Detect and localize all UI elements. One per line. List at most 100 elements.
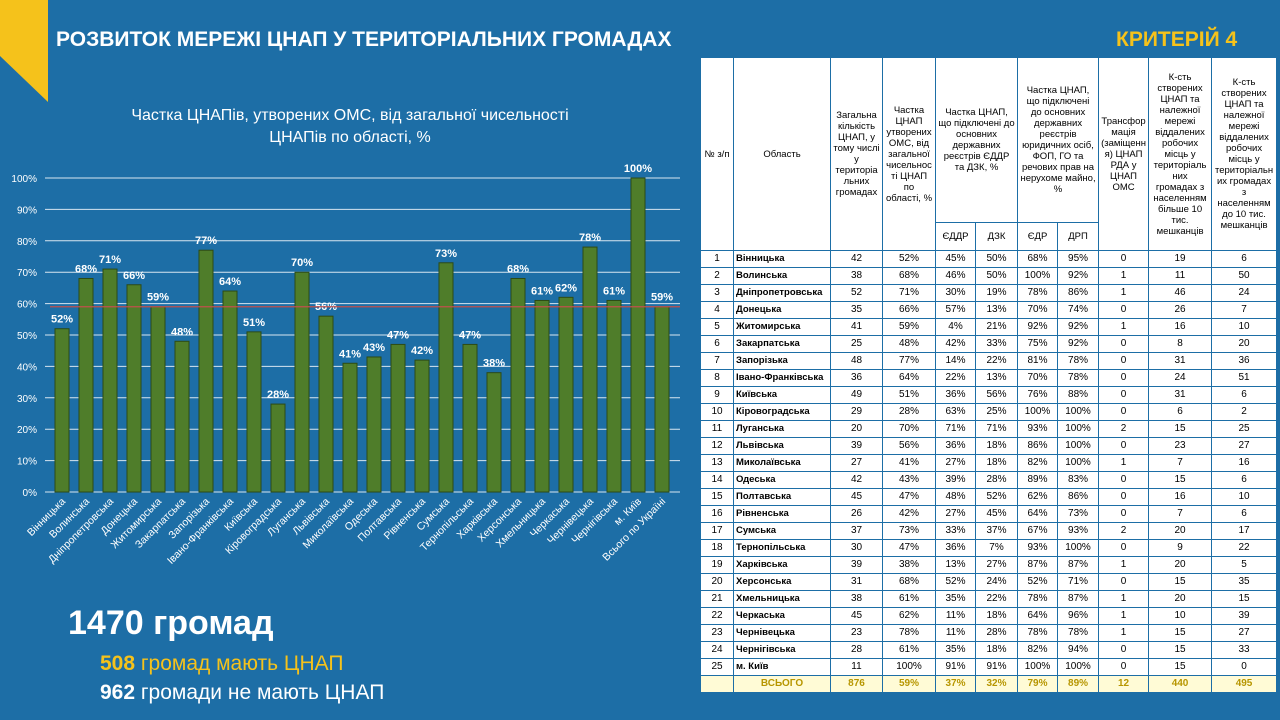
table-row: 1 Вінницька 42 52% 45% 50% 68% 95% 0 19 6 bbox=[700, 250, 1278, 268]
table-cell: 61% bbox=[882, 590, 936, 608]
table-cell: 15 bbox=[1148, 658, 1213, 676]
table-cell: 100% bbox=[1057, 420, 1100, 438]
data-label: 100% bbox=[624, 163, 652, 175]
table-cell: 78% bbox=[1017, 624, 1059, 642]
table-cell: 62% bbox=[882, 607, 936, 625]
table-cell: 28% bbox=[974, 624, 1019, 642]
table-cell: 4 bbox=[700, 301, 734, 319]
table-cell: 23 bbox=[830, 624, 883, 642]
table-cell: 56% bbox=[974, 386, 1019, 404]
table-row: 19 Харківська 39 38% 13% 27% 87% 87% 1 20 5 bbox=[700, 556, 1278, 574]
table-cell: 1 bbox=[1098, 267, 1150, 285]
table-cell: 82% bbox=[1017, 641, 1059, 659]
table-cell: 7 bbox=[1148, 505, 1213, 523]
table-cell: 78% bbox=[1057, 624, 1100, 642]
table-cell: 20 bbox=[1148, 556, 1213, 574]
table-cell: 24 bbox=[1211, 284, 1278, 302]
header-cell: Частка ЦНАП, що підключені до основних д… bbox=[1017, 57, 1100, 223]
criterion: КРИТЕРІЙ 4 bbox=[1116, 28, 1238, 51]
table-cell: 46% bbox=[935, 267, 976, 285]
table-cell: 96% bbox=[1057, 607, 1100, 625]
data-label: 70% bbox=[291, 257, 313, 269]
table-row: 15 Полтавська 45 47% 48% 52% 62% 86% 0 16 10 bbox=[700, 488, 1278, 506]
table-cell: 1 bbox=[1098, 318, 1150, 336]
header-cell: К-сть створених ЦНАП та належної мережі … bbox=[1148, 57, 1213, 251]
table-cell: 26 bbox=[1148, 301, 1213, 319]
table-cell: 7% bbox=[974, 539, 1019, 557]
table-cell: 86% bbox=[1057, 284, 1100, 302]
table-cell: 22 bbox=[700, 607, 734, 625]
table-row: ВСЬОГО 876 59% 37% 32% 79% 89% 12 440 495 bbox=[700, 675, 1278, 693]
table-cell: 70% bbox=[1017, 301, 1059, 319]
table-cell: 93% bbox=[1017, 539, 1059, 557]
table-cell: 2 bbox=[700, 267, 734, 285]
data-table: № з/п Область Загальна кількість ЦНАП, у… bbox=[700, 57, 1278, 693]
table-cell: Львівська bbox=[733, 437, 831, 455]
bar bbox=[222, 290, 238, 493]
table-cell: 27% bbox=[935, 505, 976, 523]
table-cell: 50% bbox=[974, 267, 1019, 285]
table-row: 18 Тернопільська 30 47% 36% 7% 93% 100% 0 9 22 bbox=[700, 539, 1278, 557]
table-cell: 100% bbox=[1017, 658, 1059, 676]
table-cell: 91% bbox=[935, 658, 976, 676]
table-cell: 95% bbox=[1057, 250, 1100, 268]
header-cell: Частка ЦНАП утворених ОМС, від загальної… bbox=[882, 57, 936, 251]
bar bbox=[246, 331, 262, 493]
table-cell: 100% bbox=[1017, 267, 1059, 285]
table-cell: 86% bbox=[1057, 488, 1100, 506]
table-cell: 27% bbox=[935, 454, 976, 472]
table-cell: 1 bbox=[1098, 284, 1150, 302]
table-cell: 18% bbox=[974, 454, 1019, 472]
data-label: 59% bbox=[147, 292, 169, 304]
bar bbox=[126, 284, 142, 493]
table-cell: 100% bbox=[1057, 437, 1100, 455]
table-cell: 48 bbox=[830, 352, 883, 370]
table-cell: 64% bbox=[1017, 607, 1059, 625]
table-cell: 71% bbox=[882, 284, 936, 302]
table-cell: 1 bbox=[1098, 590, 1150, 608]
y-tick-label: 60% bbox=[17, 300, 37, 311]
table-row: 17 Сумська 37 73% 33% 37% 67% 93% 2 20 17 bbox=[700, 522, 1278, 540]
table-row: 11 Луганська 20 70% 71% 71% 93% 100% 2 15 25 bbox=[700, 420, 1278, 438]
table-body: 1 Вінницька 42 52% 45% 50% 68% 95% 0 19 6 2 Волинськ… bbox=[700, 250, 1278, 693]
data-label: 62% bbox=[555, 282, 577, 294]
table-cell: 87% bbox=[1057, 556, 1100, 574]
data-label: 48% bbox=[171, 326, 193, 338]
table-cell: 10 bbox=[1148, 607, 1213, 625]
bar bbox=[582, 246, 598, 493]
table-row: 10 Кіровоградська 29 28% 63% 25% 100% 100% 0 6 2 bbox=[700, 403, 1278, 421]
table-row: 4 Донецька 35 66% 57% 13% 70% 74% 0 26 7 bbox=[700, 301, 1278, 319]
data-label: 28% bbox=[267, 389, 289, 401]
table-cell: 100% bbox=[1057, 658, 1100, 676]
table-cell: 64% bbox=[1017, 505, 1059, 523]
table-cell: 6 bbox=[1148, 403, 1213, 421]
table-cell: Чернігівська bbox=[733, 641, 831, 659]
table-cell: 45% bbox=[935, 250, 976, 268]
table-cell: 79% bbox=[1017, 675, 1059, 693]
table-cell: 91% bbox=[974, 658, 1019, 676]
table-cell: 5 bbox=[1211, 556, 1278, 574]
table-cell: 15 bbox=[1148, 573, 1213, 591]
table-cell: 17 bbox=[1211, 522, 1278, 540]
bar bbox=[270, 403, 286, 493]
table-row: 2 Волинська 38 68% 46% 50% 100% 92% 1 11 50 bbox=[700, 267, 1278, 285]
bar bbox=[318, 315, 334, 493]
table-cell: 27% bbox=[974, 556, 1019, 574]
data-label: 66% bbox=[123, 270, 145, 282]
table-cell: 100% bbox=[1057, 454, 1100, 472]
table-cell: 31 bbox=[830, 573, 883, 591]
table-cell: 12 bbox=[700, 437, 734, 455]
table-cell: 78% bbox=[882, 624, 936, 642]
table-cell: 0 bbox=[1098, 301, 1150, 319]
table-row: 8 Івано-Франківська 36 64% 22% 13% 70% 78% 0 24 51 bbox=[700, 369, 1278, 387]
bar bbox=[606, 299, 622, 493]
bar bbox=[558, 296, 574, 493]
table-cell: 38% bbox=[882, 556, 936, 574]
table-cell: 63% bbox=[935, 403, 976, 421]
table-cell: 48% bbox=[882, 335, 936, 353]
bar bbox=[462, 343, 478, 493]
table-cell: 100% bbox=[1057, 403, 1100, 421]
table-cell: 495 bbox=[1211, 675, 1278, 693]
table-row: 3 Дніпропетровська 52 71% 30% 19% 78% 86% 1 46 24 bbox=[700, 284, 1278, 302]
table-cell: 1 bbox=[1098, 607, 1150, 625]
